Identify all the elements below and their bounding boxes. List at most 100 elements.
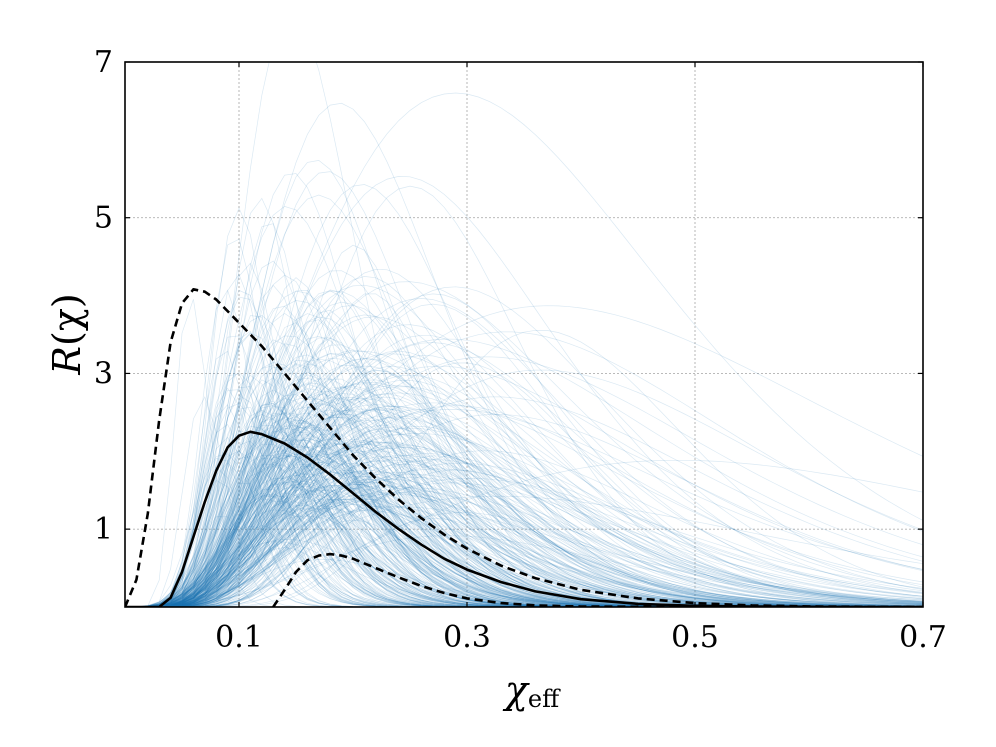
sample-curve [125, 403, 923, 607]
sample-curve [125, 409, 923, 607]
sample-curve [125, 92, 923, 607]
y-tick-label-0: 1 [94, 512, 113, 547]
sample-curve [125, 495, 923, 607]
sample-curve [125, 409, 923, 607]
sample-curve [125, 396, 923, 607]
sample-curve [125, 403, 923, 607]
sample-curve [125, 505, 923, 607]
plot-frame [124, 61, 924, 608]
sample-curve [125, 505, 923, 607]
sample-curve [125, 487, 923, 607]
sample-curve [125, 362, 923, 607]
sample-curve [125, 483, 923, 607]
sample-curve [125, 431, 923, 607]
sample-curve [125, 457, 923, 607]
sample-curve [125, 335, 923, 607]
sample-curve [125, 293, 923, 607]
sample-curve [125, 394, 923, 607]
sample-curve [125, 429, 923, 607]
sample-curve [125, 426, 923, 607]
sample-curve [125, 481, 923, 607]
sample-curve [125, 450, 923, 607]
sample-curve [125, 515, 923, 607]
sample-curve [125, 389, 923, 607]
sample-curve [125, 470, 923, 607]
sample-curve [125, 428, 923, 607]
sample-curve [125, 389, 923, 607]
sample-curve [125, 415, 923, 607]
sample-curve [125, 402, 923, 607]
sample-curve [125, 223, 923, 607]
sample-curve [125, 453, 923, 607]
band-curve-1 [125, 288, 923, 607]
x-tick-label-1: 0.3 [443, 620, 491, 655]
sample-curve [125, 425, 923, 607]
sample-curve [125, 379, 923, 607]
sample-curve [125, 350, 923, 607]
y-tick-label-3: 7 [94, 45, 113, 80]
sample-curve [125, 454, 923, 607]
sample-curve [125, 421, 923, 607]
sample-curve [125, 305, 923, 607]
sample-curve [125, 284, 923, 607]
sample-curve [125, 290, 923, 607]
sample-curve [125, 350, 923, 607]
sample-curve [125, 378, 923, 607]
sample-curve [125, 388, 923, 607]
sample-curve [125, 358, 923, 607]
x-tick-label-3: 0.7 [899, 620, 947, 655]
sample-curve [125, 463, 923, 607]
sample-curve [125, 184, 923, 607]
sample-curve [125, 453, 923, 607]
sample-curve [125, 303, 923, 607]
sample-curve [125, 471, 923, 607]
sample-curve [125, 406, 923, 607]
sample-curve [125, 316, 923, 607]
sample-curve [125, 398, 923, 607]
sample-curve [125, 382, 923, 607]
sample-curve [125, 299, 923, 607]
sample-curve [125, 381, 923, 607]
sample-curve [125, 406, 923, 607]
sample-curve [125, 447, 923, 607]
sample-curve [125, 450, 923, 607]
sample-curve [125, 473, 923, 607]
sample-curve [125, 472, 923, 607]
sample-curve [125, 455, 923, 607]
sample-curve [125, 468, 923, 607]
sample-curve [125, 489, 923, 607]
sample-curve [125, 386, 923, 607]
sample-curve [125, 274, 923, 607]
sample-curve [125, 512, 923, 607]
sample-curve [125, 485, 923, 607]
sample-curve [125, 495, 923, 607]
sample-curve [125, 289, 923, 607]
sample-curve [125, 525, 923, 607]
sample-curve [125, 350, 923, 607]
sample-curve [125, 493, 923, 607]
series-group [125, 288, 923, 607]
sample-curve [125, 431, 923, 607]
sample-curve [125, 456, 923, 607]
sample-curve [125, 478, 923, 607]
sample-curve [125, 443, 923, 607]
sample-curve [125, 465, 923, 607]
sample-curve [125, 401, 923, 607]
sample-curve [125, 492, 923, 607]
sample-curve [125, 547, 923, 607]
sample-curve [125, 478, 923, 607]
sample-curve [125, 362, 923, 607]
sample-curve [125, 438, 923, 607]
y-tick-label-1: 3 [94, 356, 113, 391]
sample-curve [125, 374, 923, 607]
sample-curve [125, 462, 923, 607]
sample-curve [125, 539, 923, 607]
sample-curve [125, 541, 923, 607]
sample-curve [125, 393, 923, 607]
sample-curve [125, 197, 923, 607]
sample-curve [125, 319, 923, 607]
sample-curve [125, 472, 923, 607]
sample-curve [125, 379, 923, 607]
sample-curve [125, 425, 923, 607]
sample-curve [125, 396, 923, 607]
